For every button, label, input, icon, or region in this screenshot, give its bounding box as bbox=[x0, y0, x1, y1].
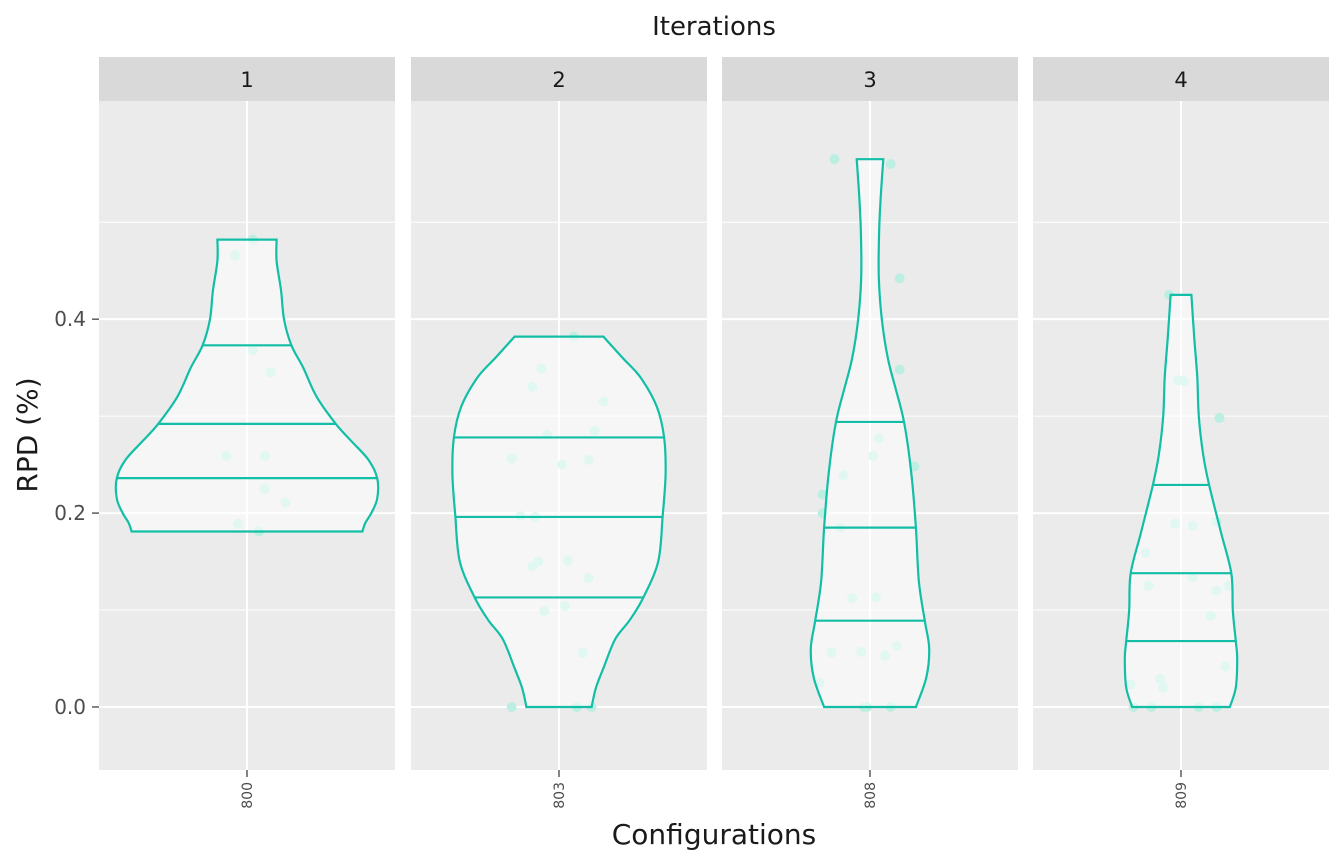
y-tick-label: 0.2 bbox=[54, 501, 86, 525]
x-axis-title: Configurations bbox=[612, 818, 816, 851]
strip-background bbox=[1033, 57, 1329, 101]
violin-shape bbox=[1123, 293, 1239, 709]
data-point bbox=[1214, 413, 1225, 424]
x-tick-label: 800 bbox=[240, 782, 256, 809]
strip-background bbox=[411, 57, 707, 101]
violin-shape bbox=[451, 335, 667, 709]
x-tick-label: 803 bbox=[552, 782, 568, 809]
y-axis-title: RPD (%) bbox=[11, 377, 44, 492]
strip-label: 1 bbox=[240, 68, 253, 92]
data-point bbox=[829, 154, 840, 165]
panel-4: 4 809 bbox=[1033, 57, 1329, 809]
x-tick-label: 808 bbox=[863, 782, 879, 809]
violin-shape bbox=[809, 158, 931, 709]
x-tick-label: 809 bbox=[1174, 782, 1190, 809]
data-point bbox=[885, 159, 896, 170]
panel-3: 3 808 bbox=[722, 57, 1018, 809]
data-point bbox=[506, 701, 517, 712]
strip-label: 3 bbox=[863, 68, 876, 92]
y-tick-label: 0.0 bbox=[54, 695, 86, 719]
strip-background bbox=[722, 57, 1018, 101]
strip-label: 4 bbox=[1174, 68, 1187, 92]
strip-label: 2 bbox=[552, 68, 565, 92]
panel-2: 2 803 bbox=[411, 57, 707, 809]
facet-title: Iterations bbox=[652, 12, 776, 42]
data-point bbox=[817, 489, 828, 500]
y-tick-label: 0.4 bbox=[54, 307, 86, 331]
violin-shape bbox=[114, 238, 380, 533]
data-point bbox=[894, 364, 905, 375]
data-point bbox=[894, 273, 905, 284]
y-axis: 0.0 0.2 0.4 bbox=[54, 307, 99, 719]
strip-background bbox=[99, 57, 395, 101]
